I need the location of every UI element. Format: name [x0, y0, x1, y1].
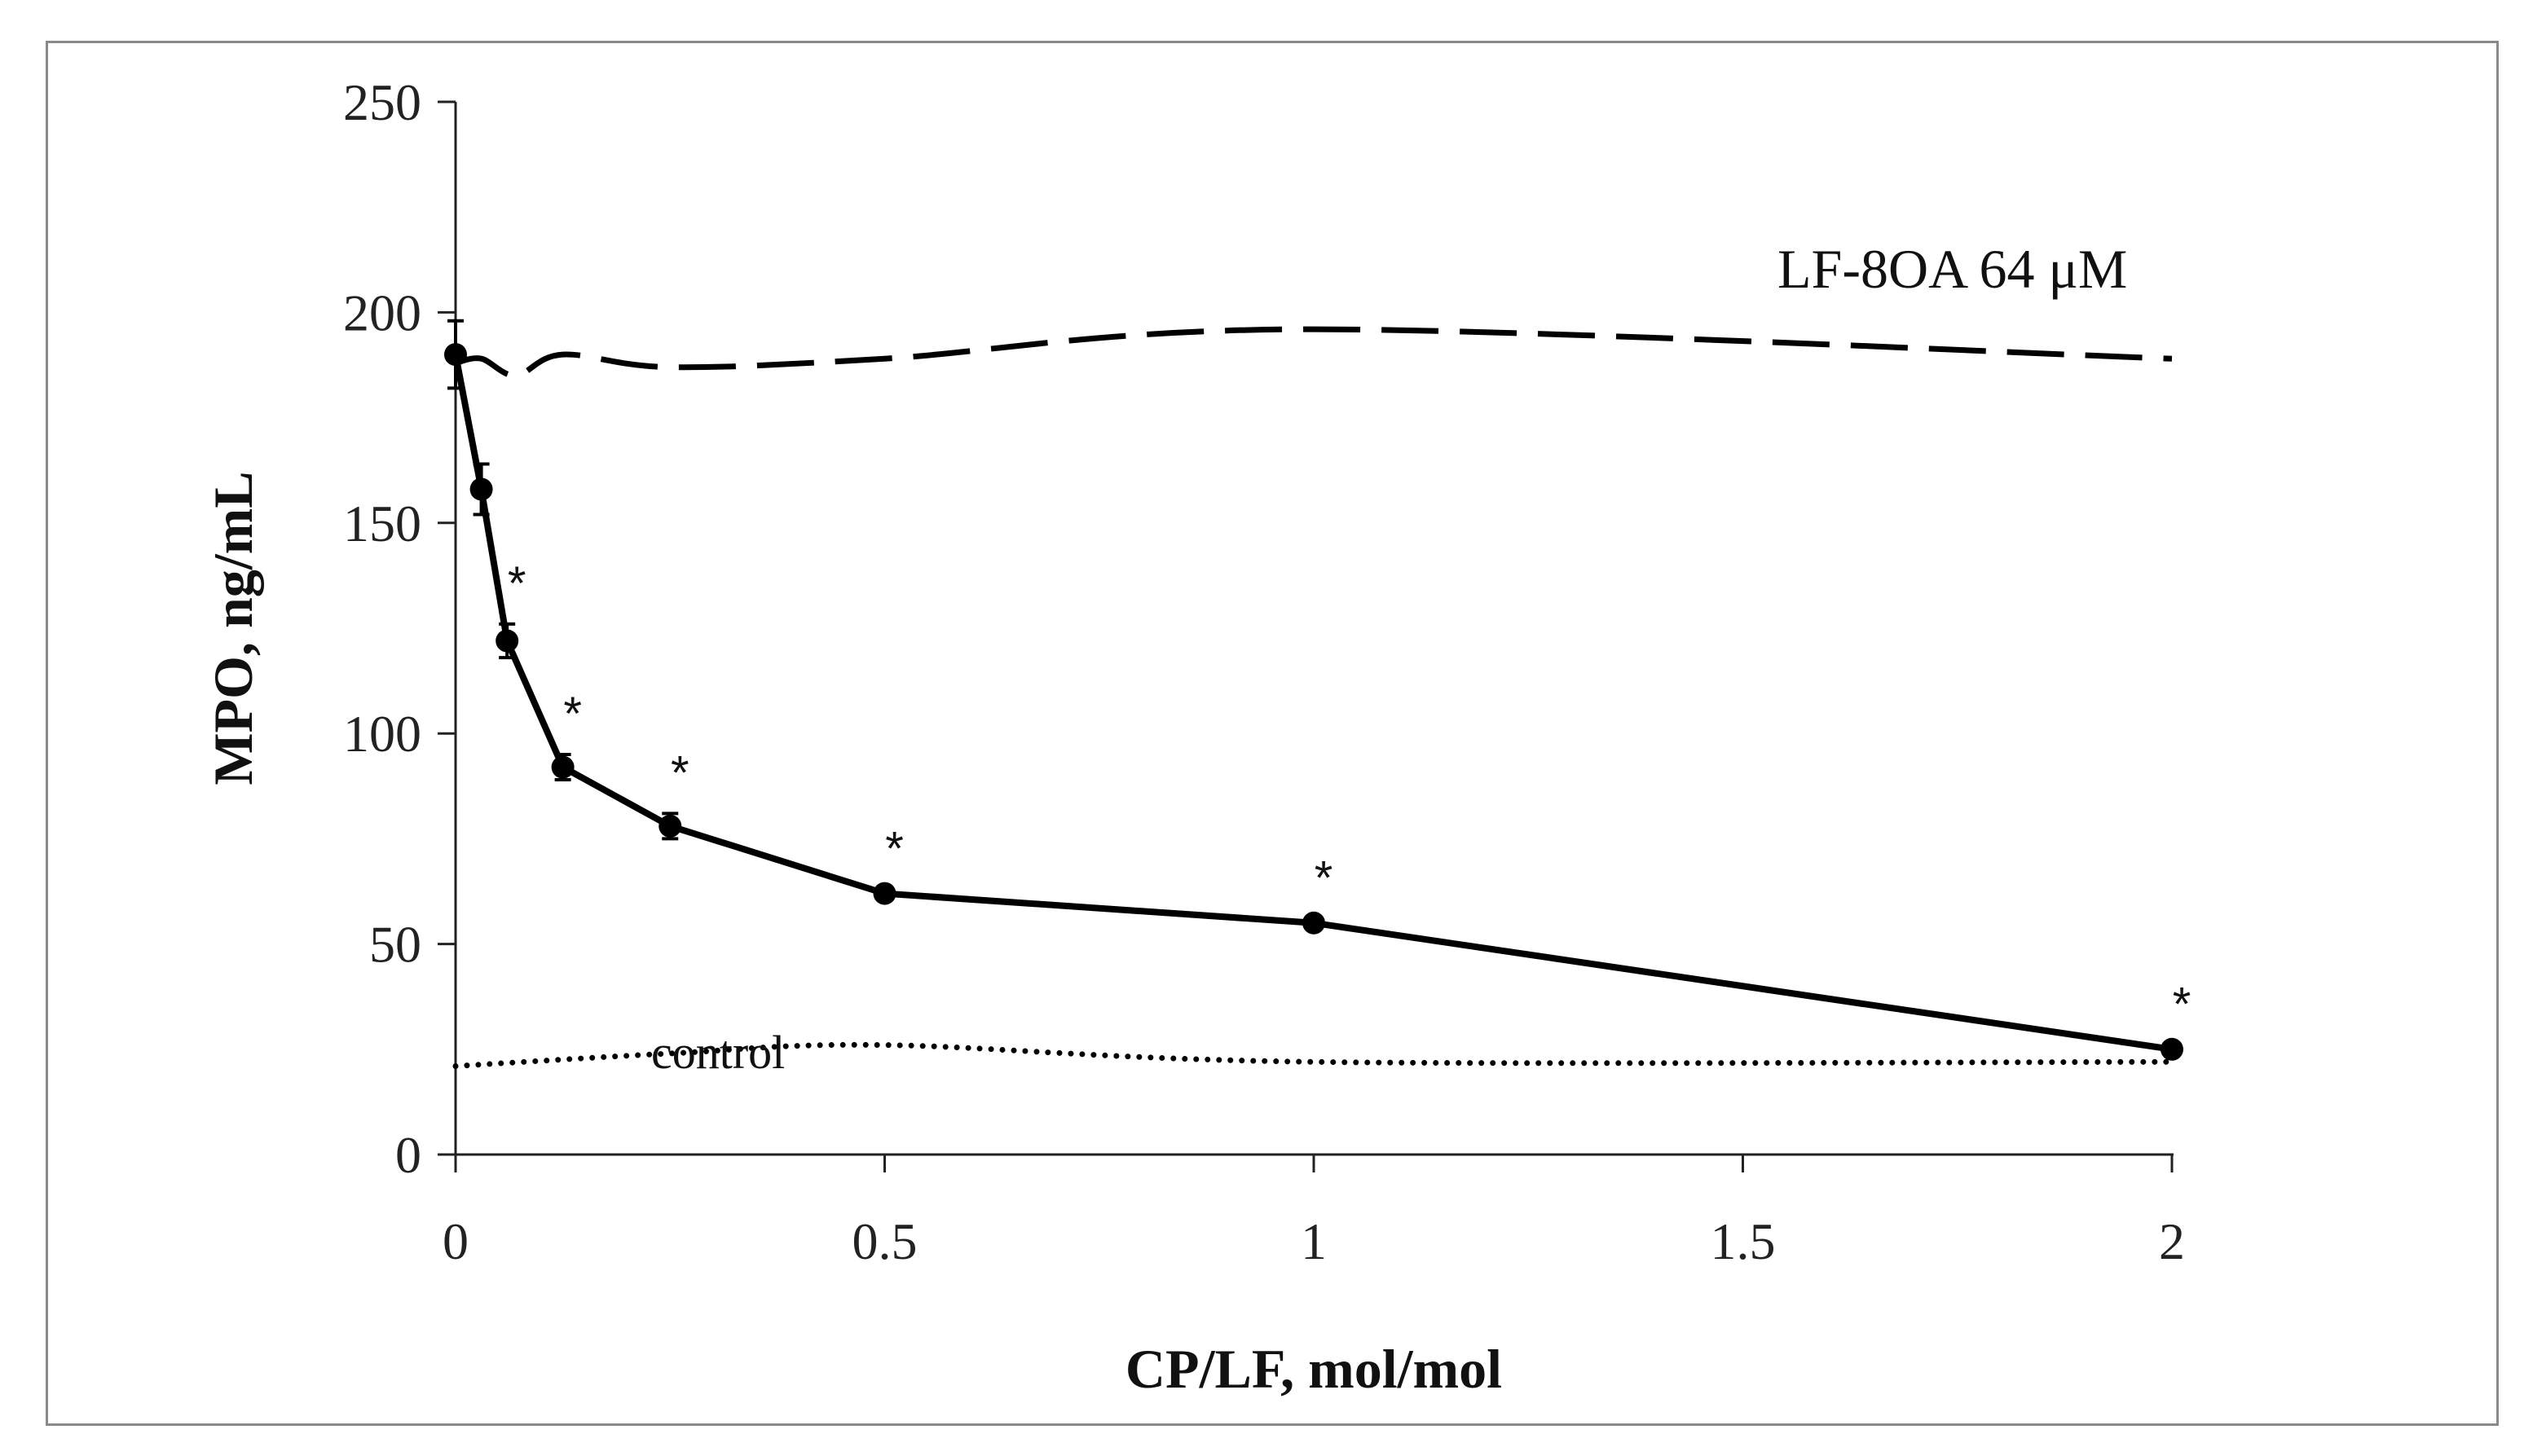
significance-star: * [563, 688, 582, 741]
data-point [496, 629, 519, 653]
significance-star: * [1315, 852, 1333, 905]
chart-frame: 0 50 100 150 200 250 0 0.5 1 1.5 2 * * * * * * CP/LF, m… [46, 41, 2499, 1426]
significance-star: * [508, 557, 526, 610]
series-cplf-line [452, 354, 2173, 1053]
line-chart: 0 50 100 150 200 250 0 0.5 1 1.5 2 * * * * * * CP/LF, m… [202, 73, 2191, 1400]
axes: 0 50 100 150 200 250 0 0.5 1 1.5 2 [343, 73, 2185, 1270]
y-tick-label: 200 [343, 284, 421, 341]
x-tick-label: 1 [1301, 1212, 1327, 1270]
x-tick-label: 1.5 [1711, 1212, 1776, 1270]
y-tick-label: 0 [395, 1126, 421, 1184]
x-axis-title: CP/LF, mol/mol [1125, 1338, 1502, 1400]
x-tick-label: 0.5 [852, 1212, 918, 1270]
annotation-control: control [651, 1026, 785, 1079]
data-point [2161, 1037, 2183, 1061]
significance-star: * [671, 746, 689, 799]
y-tick-label: 100 [343, 705, 421, 763]
series-lf8oa-line [455, 326, 2173, 379]
y-tick-label: 150 [343, 495, 421, 552]
data-point [444, 343, 467, 367]
annotation-lf8oa: LF-8OA 64 μM [1777, 238, 2127, 300]
x-tick-label: 2 [2159, 1212, 2185, 1270]
data-point [551, 755, 575, 779]
significance-star: * [885, 822, 904, 875]
labels-layer: CP/LF, mol/mol MPO, ng/mL LF-8OA 64 μM c… [202, 238, 2127, 1400]
series-layer: * * * * * * [444, 319, 2191, 1069]
data-point [469, 477, 493, 501]
x-tick-label: 0 [443, 1212, 469, 1270]
data-point [873, 882, 896, 905]
data-point [1302, 911, 1325, 935]
y-tick-label: 250 [343, 73, 421, 131]
y-axis-title: MPO, ng/mL [202, 471, 264, 785]
series-control-line [452, 1041, 2175, 1069]
data-point [659, 814, 682, 838]
significance-star: * [2173, 979, 2191, 1032]
y-tick-label: 50 [369, 916, 421, 974]
